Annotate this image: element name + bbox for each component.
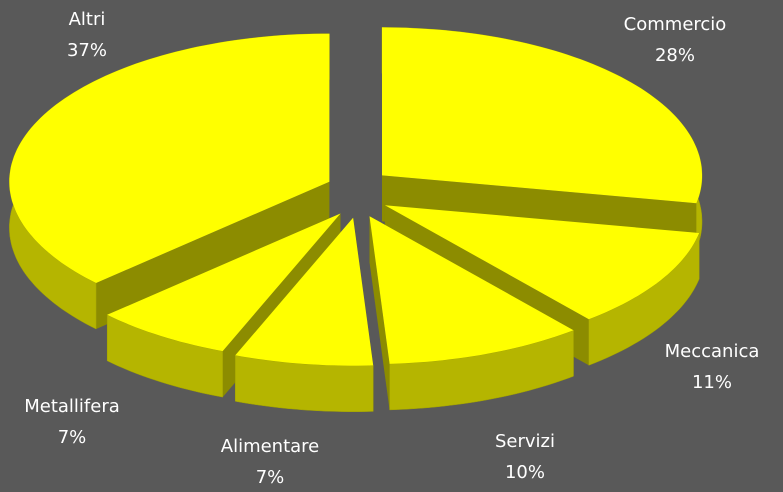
slice-top [384, 205, 700, 320]
slice [369, 216, 574, 411]
data-label-name: Servizi [495, 431, 555, 452]
data-label-name: Alimentare [221, 436, 320, 457]
slice-top [9, 33, 330, 284]
slice-top [107, 213, 341, 352]
data-label-name: Metallifera [24, 396, 120, 417]
data-label-value: 7% [58, 427, 87, 448]
data-label-name: Altri [69, 9, 106, 30]
data-label-value: 11% [692, 372, 732, 393]
slice-wall [235, 355, 374, 412]
slice [235, 217, 374, 412]
slice [9, 33, 330, 330]
slice-top [382, 27, 702, 204]
data-label-value: 10% [505, 462, 545, 483]
slice-top [235, 217, 374, 366]
slice-side [369, 216, 390, 410]
data-label-value: 37% [67, 40, 107, 61]
slice-top [369, 216, 574, 364]
slice-side [96, 181, 330, 329]
slice-wall [106, 314, 223, 398]
data-label-value: 28% [655, 45, 695, 66]
data-label-name: Commercio [624, 14, 727, 35]
data-label-name: Meccanica [665, 341, 760, 362]
data-label-value: 7% [256, 467, 285, 488]
